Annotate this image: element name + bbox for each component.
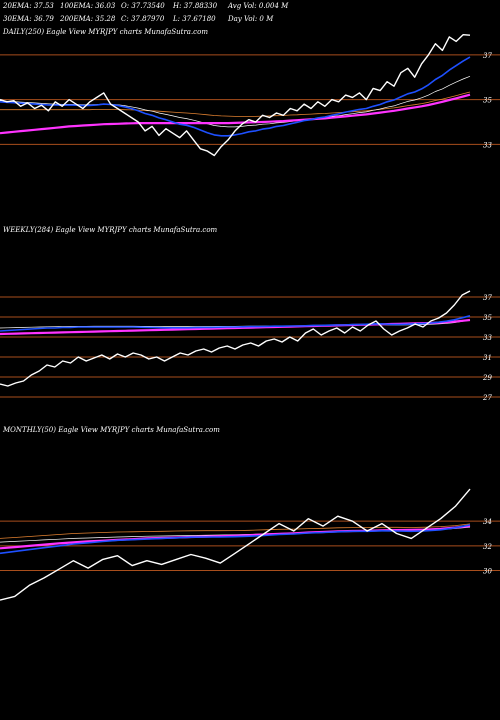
stat-ema100: 100EMA: 36.03 [60, 2, 116, 10]
monthly-panel-label: MONTHLY(50) Eagle View MYRJPY charts Mun… [3, 426, 220, 434]
monthly-ema_b-line [0, 523, 471, 539]
monthly-y-tick-label: 32 [483, 543, 492, 551]
weekly-price-line [0, 290, 471, 387]
weekly-y-tick-label: 31 [483, 354, 492, 362]
daily-y-tick-label: 33 [483, 141, 492, 149]
stat-ema20: 20EMA: 37.53 [3, 2, 54, 10]
stat-high: H: 37.88330 [173, 2, 218, 10]
monthly-price-line [0, 488, 471, 601]
stat-ema200: 200EMA: 35.28 [60, 15, 116, 23]
stat-ema30: 30EMA: 36.79 [3, 15, 54, 23]
weekly-y-tick-label: 27 [482, 394, 492, 402]
weekly-ema_fast-line [0, 315, 471, 332]
daily-y-tick-label: 37 [483, 52, 492, 60]
stat-open: O: 37.73540 [121, 2, 165, 10]
stat-avg-vol: Avg Vol: 0.004 M [228, 2, 289, 10]
weekly-panel-label: WEEKLY(284) Eagle View MYRJPY charts Mun… [3, 226, 218, 234]
daily-panel-label: DAILY(250) Eagle View MYRJPY charts Muna… [3, 28, 208, 36]
weekly-y-tick-label: 37 [483, 294, 492, 302]
monthly-y-tick-label: 30 [483, 568, 492, 576]
stat-close: C: 37.87970 [121, 15, 165, 23]
daily-y-tick-label: 35 [483, 97, 492, 105]
weekly-y-tick-label: 33 [483, 334, 492, 342]
daily-ema100-line [0, 91, 471, 117]
stat-low: L: 37.67180 [173, 15, 216, 23]
daily-price-line [0, 34, 471, 157]
weekly-y-tick-label: 29 [482, 374, 492, 382]
daily-ema200-line [0, 93, 471, 135]
daily-ema30-line [0, 75, 471, 128]
monthly-y-tick-label: 34 [483, 518, 492, 526]
stat-day-vol: Day Vol: 0 M [228, 15, 274, 23]
weekly-y-tick-label: 35 [483, 314, 492, 322]
